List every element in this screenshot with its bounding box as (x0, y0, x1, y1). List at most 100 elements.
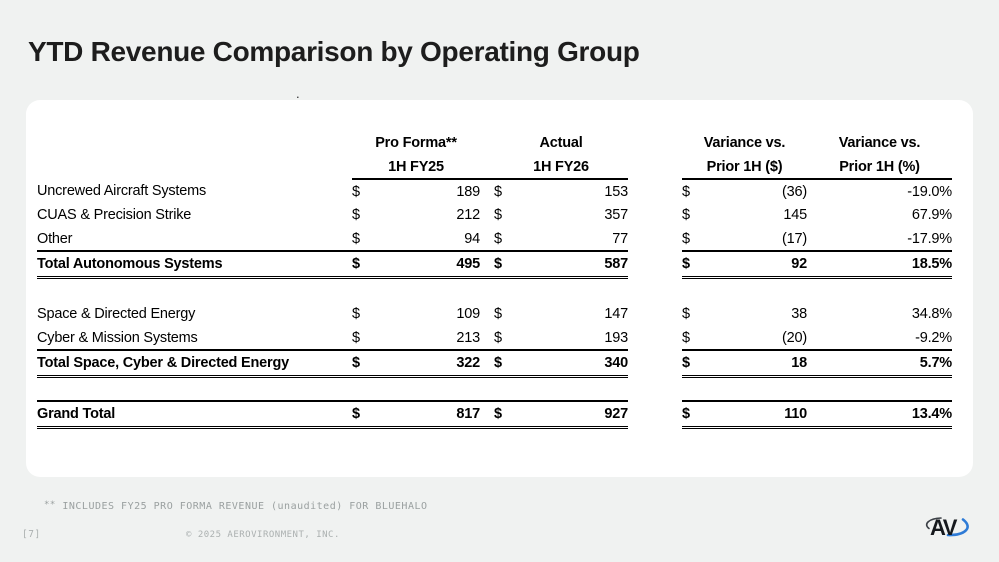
table-row: Space & Directed Energy $109 $147 (37, 302, 628, 326)
row-label: Other (37, 230, 73, 247)
actual-value: 77 (612, 230, 628, 247)
currency-symbol: $ (682, 230, 690, 247)
pro-forma-value: 109 (456, 306, 480, 322)
currency-symbol: $ (494, 183, 502, 200)
column-gap (480, 203, 494, 227)
actual-value: 153 (604, 183, 628, 200)
actual-value: 927 (514, 400, 628, 429)
variance-dollar-value: 38 (791, 306, 807, 322)
currency-symbol: $ (682, 349, 702, 378)
variance-dollar-value: 18 (702, 349, 807, 378)
revenue-table-left-wrap: Pro Forma** Actual 1H FY25 1H FY26 Uncre… (37, 131, 628, 429)
table-row: Total Autonomous Systems $495 $587 (37, 250, 628, 279)
actual-value: 193 (604, 329, 628, 346)
table-row: $ (36) -19.0% (682, 179, 952, 203)
pro-forma-value: 94 (464, 230, 480, 247)
table-row: $ (20) -9.2% (682, 326, 952, 350)
header-var-pct-bottom: Prior 1H (%) (807, 155, 952, 180)
currency-symbol: $ (494, 306, 502, 322)
variance-percent-value: 13.4% (807, 400, 952, 429)
logo-swoosh-blue (946, 518, 969, 537)
actual-value: 147 (604, 306, 628, 322)
currency-symbol: $ (682, 207, 690, 223)
currency-symbol: $ (494, 230, 502, 247)
currency-symbol: $ (682, 250, 702, 279)
variance-dollar-value: (17) (782, 230, 807, 247)
currency-symbol: $ (494, 250, 514, 279)
table-row: Cyber & Mission Systems $213 $193 (37, 326, 628, 350)
currency-symbol: $ (494, 349, 514, 378)
header-row-1: Variance vs. Variance vs. (682, 131, 952, 155)
pro-forma-value: 212 (456, 207, 480, 223)
left-table-body: Uncrewed Aircraft Systems $189 $153 CUAS & … (37, 179, 628, 429)
row-label: Grand Total (37, 400, 352, 429)
footnote-text: INCLUDES FY25 PRO FORMA REVENUE (unaudit… (55, 501, 428, 512)
pro-forma-value: 213 (456, 329, 480, 346)
logo-letters: AV (930, 515, 958, 540)
column-gap (480, 302, 494, 326)
currency-symbol: $ (352, 250, 372, 279)
header-var-dollar-bottom: Prior 1H ($) (682, 155, 807, 180)
spacer-row (682, 376, 952, 401)
row-label: Cyber & Mission Systems (37, 329, 198, 346)
row-label: Total Space, Cyber & Directed Energy (37, 349, 352, 378)
pro-forma-value: 322 (372, 349, 480, 378)
table-row: $18 5.7% (682, 349, 952, 378)
header-gap (480, 155, 494, 180)
spacer-cell (682, 277, 952, 302)
table-row: $110 13.4% (682, 400, 952, 429)
pro-forma-value: 495 (372, 250, 480, 279)
copyright-text: © 2025 AEROVIRONMENT, INC. (186, 530, 340, 540)
table-row: CUAS & Precision Strike $212 $357 (37, 203, 628, 227)
header-actual-bottom: 1H FY26 (494, 155, 628, 180)
slide-card: Pro Forma** Actual 1H FY25 1H FY26 Uncre… (26, 100, 973, 477)
revenue-table-right-wrap: Variance vs. Variance vs. Prior 1H ($) P… (682, 131, 952, 429)
revenue-table-right: Variance vs. Variance vs. Prior 1H ($) P… (682, 131, 952, 429)
variance-percent-value: 34.8% (911, 306, 952, 322)
variance-percent-value: 67.9% (911, 207, 952, 223)
table-row: $38 34.8% (682, 302, 952, 326)
actual-value: 357 (604, 207, 628, 223)
currency-symbol: $ (352, 329, 360, 346)
page-number: [7] (22, 529, 41, 540)
table-row: $92 18.5% (682, 250, 952, 279)
row-label: Space & Directed Energy (37, 306, 196, 322)
variance-percent-value: 18.5% (807, 250, 952, 279)
variance-dollar-value: 92 (702, 250, 807, 279)
variance-percent-value: -9.2% (915, 329, 952, 346)
table-row: Uncrewed Aircraft Systems $189 $153 (37, 179, 628, 203)
column-gap (480, 326, 494, 350)
spacer-cell (682, 376, 952, 401)
header-blank (37, 131, 352, 155)
column-gap (480, 250, 494, 279)
pro-forma-value: 817 (372, 400, 480, 429)
column-gap (480, 227, 494, 251)
variance-dollar-value: (36) (782, 183, 807, 200)
column-gap (480, 349, 494, 378)
currency-symbol: $ (682, 329, 690, 346)
variance-dollar-value: 110 (702, 400, 807, 429)
footnote-marker: ** (44, 500, 56, 510)
variance-percent-value: -17.9% (907, 230, 952, 247)
revenue-table-left: Pro Forma** Actual 1H FY25 1H FY26 Uncre… (37, 131, 628, 429)
header-pro-forma-top: Pro Forma** (375, 135, 457, 151)
header-blank (37, 155, 352, 179)
currency-symbol: $ (494, 400, 514, 429)
pro-forma-value: 189 (456, 183, 480, 200)
currency-symbol: $ (352, 306, 360, 322)
spacer-row (37, 277, 628, 302)
variance-percent-value: -19.0% (907, 183, 952, 200)
row-label: Total Autonomous Systems (37, 250, 352, 279)
row-label: Uncrewed Aircraft Systems (37, 183, 207, 199)
currency-symbol: $ (682, 400, 702, 429)
currency-symbol: $ (352, 400, 372, 429)
currency-symbol: $ (682, 183, 690, 200)
row-label: CUAS & Precision Strike (37, 207, 192, 223)
page-title: YTD Revenue Comparison by Operating Grou… (28, 36, 640, 67)
variance-percent-value: 5.7% (807, 349, 952, 378)
currency-symbol: $ (352, 183, 360, 200)
currency-symbol: $ (494, 329, 502, 346)
spacer-row (682, 277, 952, 302)
spacer-cell (37, 277, 628, 302)
spacer-cell (37, 376, 628, 401)
